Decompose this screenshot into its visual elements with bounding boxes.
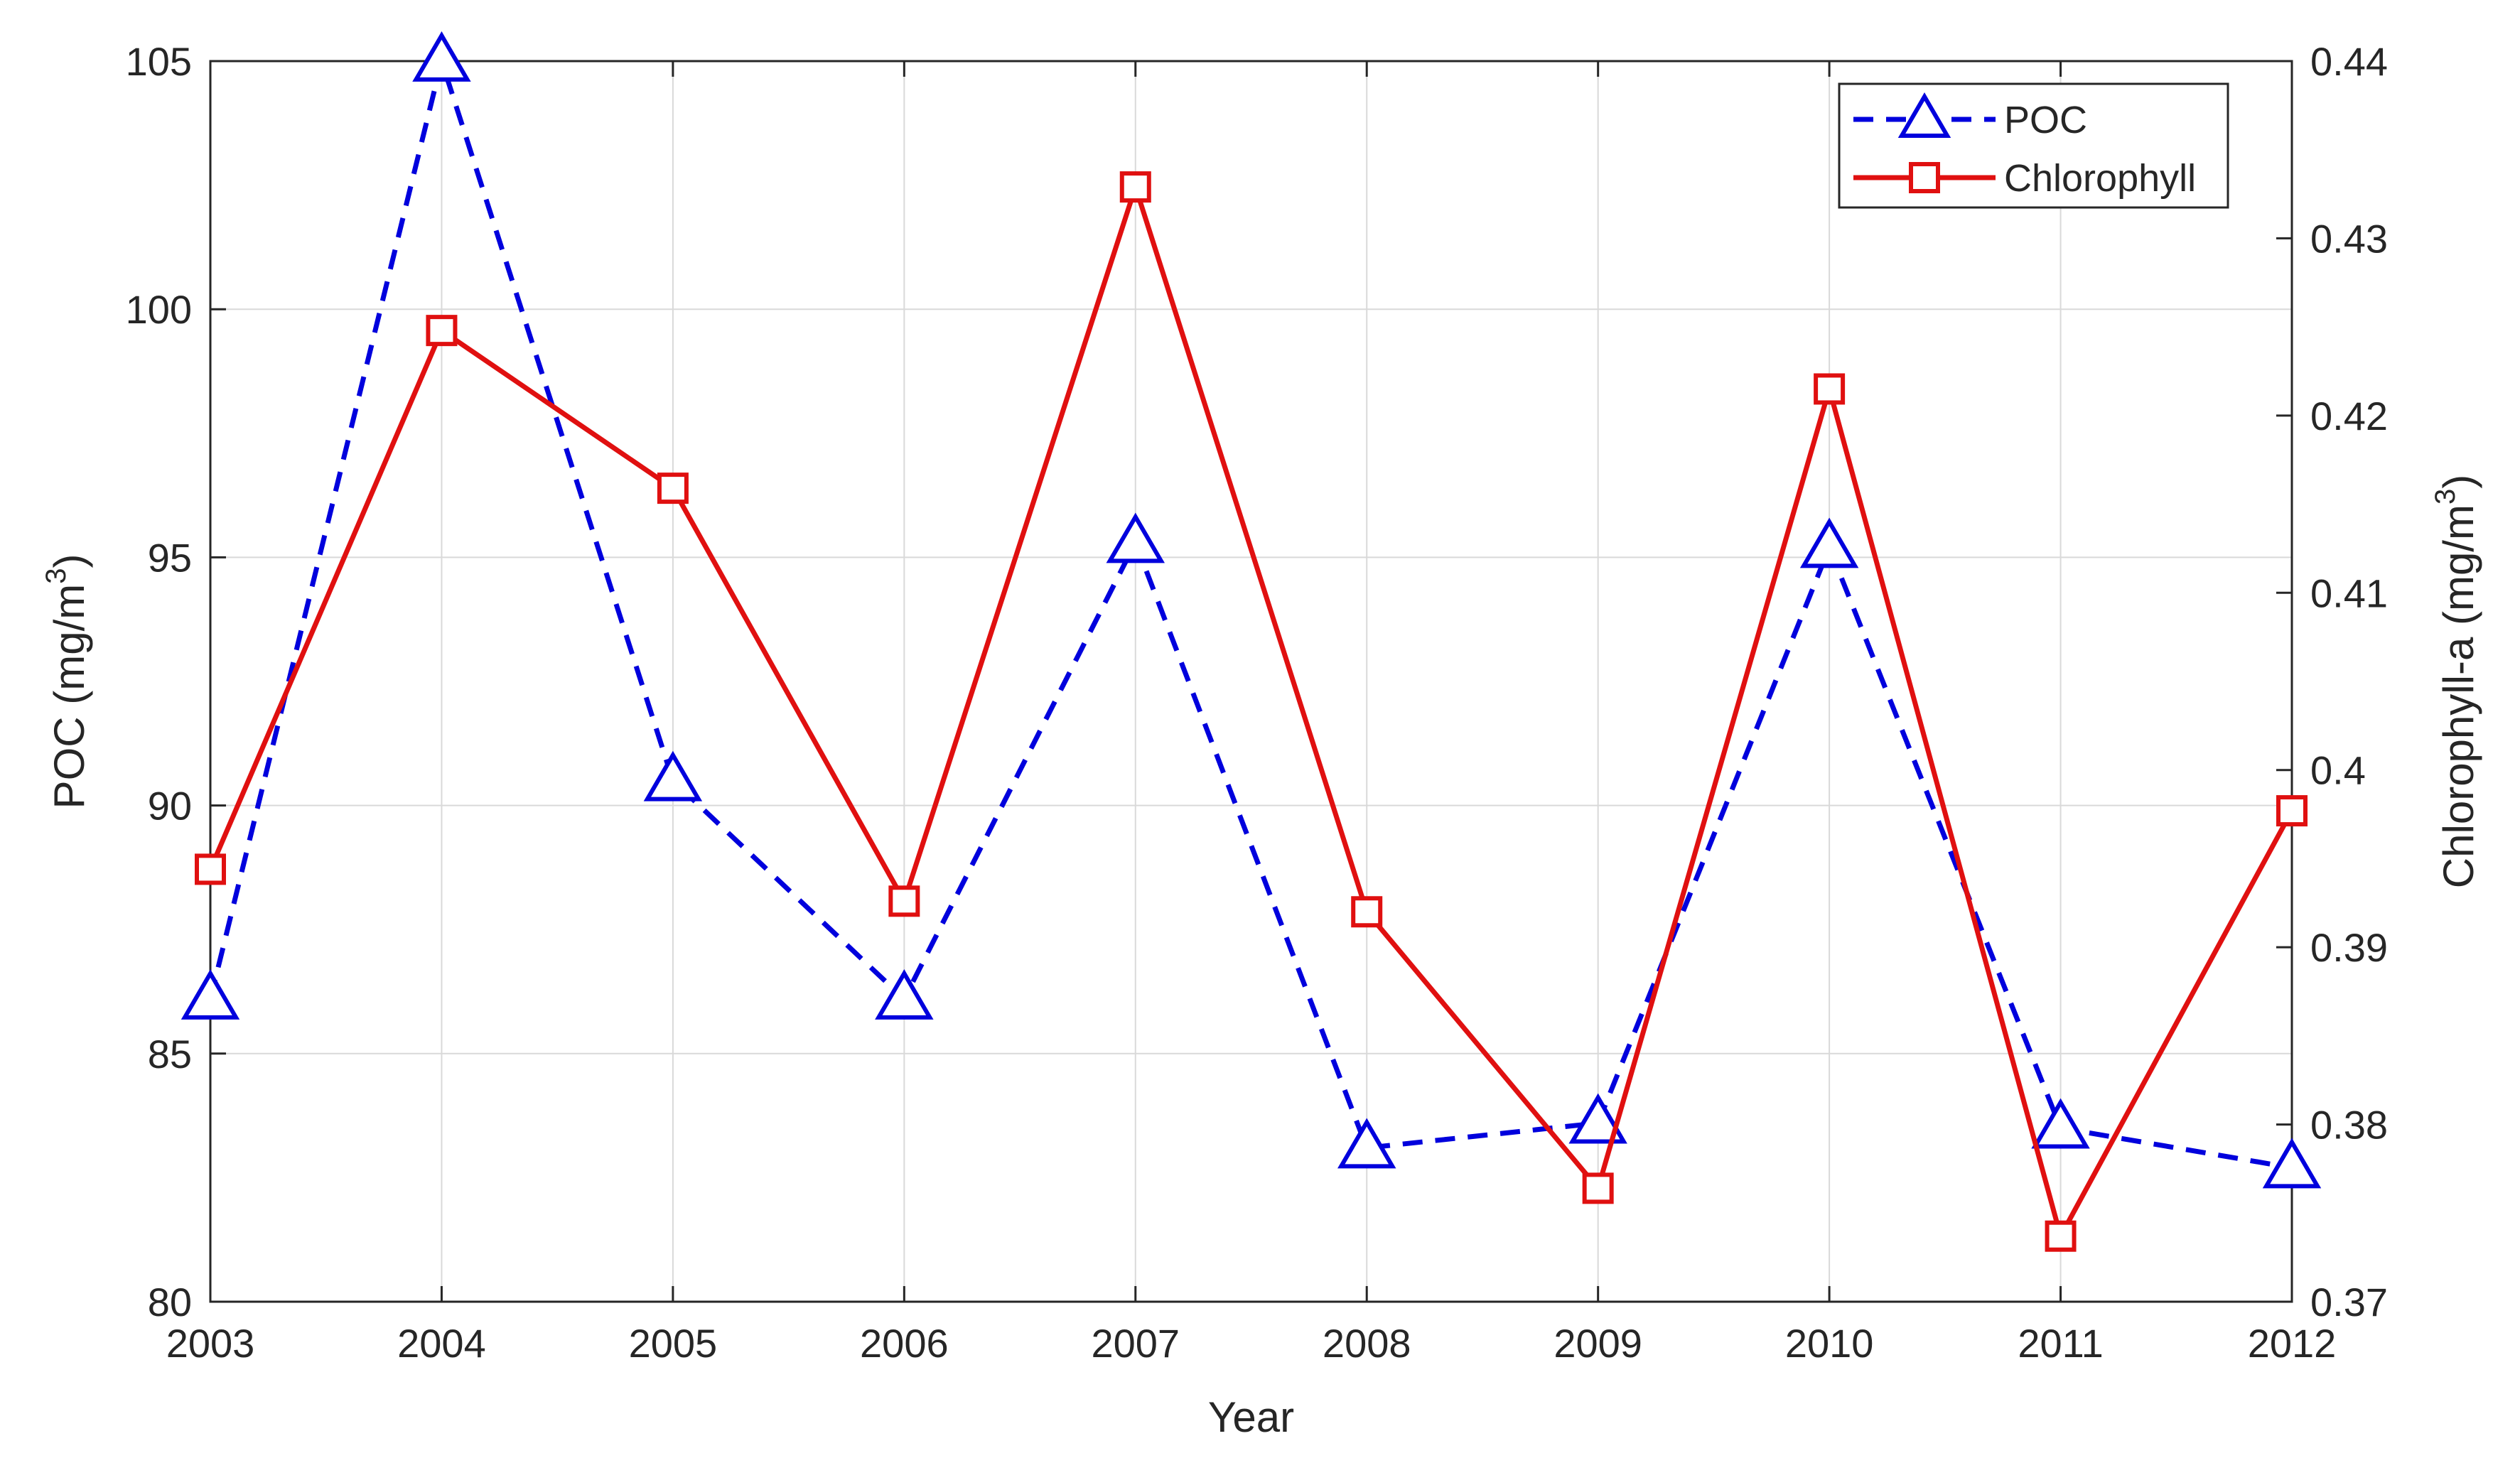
y-right-tick-label: 0.44 <box>2310 39 2388 84</box>
chlorophyll-point <box>657 473 689 504</box>
x-axis: 2003 2004 2005 2006 2007 2008 2009 2010 2011 2012 <box>166 61 2337 1366</box>
chlorophyll-point <box>888 885 920 917</box>
y-right-tick-label: 0.38 <box>2310 1103 2388 1148</box>
poc-point <box>1106 512 1165 563</box>
y-right-tick-label: 0.37 <box>2310 1280 2388 1324</box>
y-axis-right-title-close: ) <box>2435 475 2482 489</box>
series-layer <box>181 31 2322 1252</box>
y-axis-left-title-sup: 3 <box>41 568 72 584</box>
chlorophyll-point <box>1814 373 1846 405</box>
chlorophyll-point <box>1582 1172 1614 1204</box>
legend-marker-poc <box>1897 92 1951 139</box>
series-line-poc <box>208 58 2293 1170</box>
y-left-tick-label: 100 <box>126 287 192 332</box>
poc-point <box>2031 1098 2090 1149</box>
y-axis-right-title-sup: 3 <box>2430 489 2461 504</box>
y-axis-right-title-text: Chlorophyll-a (mg/m <box>2435 504 2482 888</box>
y-right-tick-label: 0.4 <box>2310 748 2366 793</box>
legend-marker-chlorophyll <box>1909 162 1940 193</box>
y-axis-left-title-text: POC (mg/m <box>45 584 93 809</box>
y-right-tick-label: 0.39 <box>2310 925 2388 970</box>
x-tick-label: 2004 <box>397 1321 486 1366</box>
y-axis-left-title: POC (mg/m3) <box>41 554 93 809</box>
y-left-tick-label: 105 <box>126 39 192 84</box>
poc-point <box>1568 1093 1627 1144</box>
chlorophyll-point <box>426 315 458 347</box>
legend-label-chlorophyll: Chlorophyll <box>2004 157 2196 200</box>
x-tick-label: 2010 <box>1785 1321 1874 1366</box>
chlorophyll-point <box>2045 1220 2077 1252</box>
y-axis-right-title: Chlorophyll-a (mg/m3) <box>2430 475 2482 888</box>
legend-items: POC Chlorophyll <box>1853 92 2196 200</box>
series-chlorophyll <box>195 171 2308 1252</box>
y-left-tick-label: 80 <box>148 1280 192 1324</box>
y-right-tick-label: 0.43 <box>2310 216 2388 261</box>
x-tick-label: 2007 <box>1091 1321 1180 1366</box>
y-left-tick-label: 90 <box>148 784 192 828</box>
x-tick-label: 2011 <box>2018 1321 2103 1366</box>
y-left-tick-label: 85 <box>148 1032 192 1076</box>
y-right-tick-label: 0.42 <box>2310 394 2388 438</box>
y-axis-left: 80 85 90 95 100 105 <box>126 39 226 1324</box>
poc-point <box>181 969 240 1020</box>
poc-point <box>1337 1118 1396 1169</box>
x-tick-label: 2012 <box>2248 1321 2337 1366</box>
y-left-tick-label: 95 <box>148 535 192 580</box>
x-tick-label: 2009 <box>1554 1321 1642 1366</box>
poc-point <box>1799 517 1859 568</box>
x-axis-title: Year <box>1208 1393 1294 1441</box>
poc-point <box>875 969 934 1020</box>
legend: POC Chlorophyll <box>1838 82 2229 209</box>
x-tick-label: 2006 <box>860 1321 949 1366</box>
series-line-chlorophyll <box>208 184 2295 1239</box>
plot-frame <box>209 60 2293 1303</box>
legend-label-poc: POC <box>2004 99 2087 141</box>
chlorophyll-point <box>1119 171 1151 203</box>
x-tick-label: 2003 <box>166 1321 255 1366</box>
y-axis-left-title-close: ) <box>45 554 93 568</box>
chlorophyll-point <box>1351 896 1383 928</box>
legend-box <box>1838 82 2229 209</box>
x-tick-label: 2005 <box>629 1321 718 1366</box>
chlorophyll-point <box>195 853 226 885</box>
x-tick-label: 2008 <box>1323 1321 1411 1366</box>
poc-point <box>2262 1138 2322 1189</box>
y-right-tick-label: 0.41 <box>2310 571 2388 615</box>
poc-point <box>412 31 471 82</box>
series-poc <box>181 31 2322 1189</box>
chlorophyll-point <box>2276 795 2308 827</box>
poc-point <box>643 750 703 801</box>
y-axis-right: 0.37 0.38 0.39 0.4 0.41 0.42 0.43 0.44 <box>2276 39 2388 1324</box>
